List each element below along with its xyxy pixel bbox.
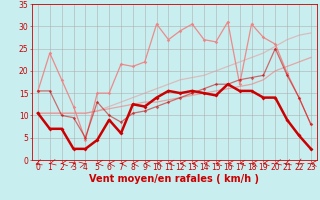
X-axis label: Vent moyen/en rafales ( km/h ): Vent moyen/en rafales ( km/h ) [89,174,260,184]
